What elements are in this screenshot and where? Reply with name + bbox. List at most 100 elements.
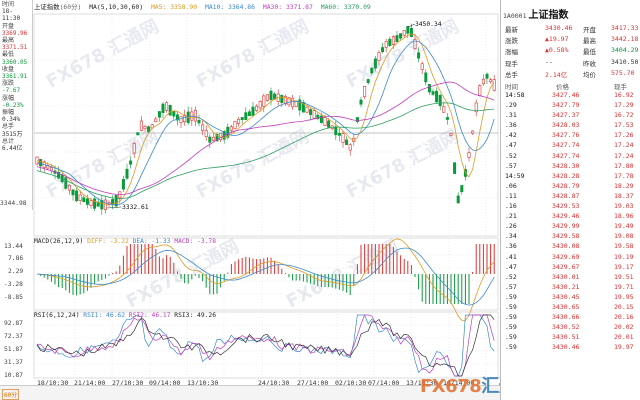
candle-body: [373, 58, 377, 69]
chart-canvas[interactable]: [0, 0, 500, 385]
tick-volume: 19.49: [614, 222, 634, 231]
tick-row: .59 3430.66 20.16: [501, 313, 640, 323]
ma-legend: 上证指数(60分) MA(5,10,30,60) MA5: 3358.90 MA…: [34, 2, 375, 14]
quote-label: 现手: [505, 59, 518, 68]
candle-body: [82, 197, 86, 203]
candle-body: [71, 189, 75, 196]
ma30-line: [36, 81, 495, 196]
tick-price: 3427.37: [552, 111, 580, 120]
tick-row: .59 3430.51 20.01: [501, 333, 640, 343]
macd-value: MACD: -3.78: [174, 238, 217, 245]
tick-row: .52 3430.01 19.51: [501, 273, 640, 283]
candle-body: [478, 85, 482, 96]
tick-row: .52 3427.74 17.24: [501, 152, 640, 162]
candle-body: [150, 124, 154, 129]
quote-label: 最新: [505, 26, 518, 34]
tick-volume: 20.02: [614, 323, 634, 332]
tick-volume: 18.37: [614, 191, 634, 200]
quote-row: 最新 3430.46 开盘 3417.33: [503, 24, 639, 34]
quote-value: ▲19.97: [545, 35, 569, 44]
tick-list[interactable]: 14:58 3427.46 16.92 .29 3427.79 17.29 .31 3427.…: [501, 91, 640, 353]
quote-value: 3410.50: [611, 57, 639, 66]
tick-time: .34: [505, 232, 517, 241]
candle-body: [57, 171, 61, 179]
candle-body: [244, 112, 248, 120]
date-label: 24/10:30: [258, 379, 290, 387]
candle-body: [39, 159, 43, 167]
candle-body: [445, 117, 449, 120]
tick-price: 3429.69: [552, 252, 580, 261]
macd-params: MACD(26,12,9): [34, 238, 84, 245]
candle-body: [114, 195, 118, 207]
date-label: 07/14:00: [368, 379, 400, 387]
candle-body: [93, 198, 97, 209]
tick-row: .41 3429.69 19.19: [501, 253, 640, 263]
tick-row: .34 3429.58 19.08: [501, 232, 640, 242]
tick-row: .31 3427.37 16.72: [501, 111, 640, 121]
tick-price: 3429.46: [552, 212, 580, 221]
ma-params: MA(5,10,30,60): [89, 3, 144, 11]
candle-body: [319, 115, 323, 123]
amplitude-value: 0.34%: [2, 116, 21, 124]
tick-row: .21 3429.46 18.96: [501, 212, 640, 222]
close-label: 收盘: [2, 65, 15, 73]
change-value: -7.67: [2, 87, 21, 95]
tick-time: .11: [505, 191, 517, 200]
macd-panel-frame: [33, 237, 499, 311]
tick-row: .59 3430.45 19.95: [501, 293, 640, 303]
period-button[interactable]: 60分: [2, 389, 20, 400]
tick-time: .31: [505, 111, 517, 120]
tick-row: .59 3430.52 20.02: [501, 323, 640, 333]
candle-body: [179, 116, 183, 123]
candle-body: [301, 102, 305, 113]
candle-body: [359, 99, 363, 105]
candle-body: [471, 130, 475, 134]
ma30-value: MA30: 3371.87: [262, 3, 313, 11]
tick-price: 3429.99: [552, 222, 580, 231]
col-volume-header: 现手: [614, 83, 627, 91]
logo-fx-text: FX678: [420, 376, 482, 397]
candle-body: [345, 139, 349, 145]
candle-body: [125, 168, 129, 179]
quote-value: 3417.33: [611, 24, 639, 32]
candle-body: [348, 144, 352, 151]
tick-time: .59: [505, 333, 517, 342]
candle-body: [154, 118, 158, 123]
candle-body: [172, 111, 176, 117]
ma5-value: MA5: 3358.90: [150, 3, 198, 11]
tick-price: 3427.76: [552, 131, 580, 140]
tick-volume: 16.72: [614, 111, 634, 120]
candle-body: [280, 94, 284, 103]
quote-value: 3404.29: [611, 46, 639, 55]
ma5-line: [36, 33, 495, 205]
tick-volume: 20.15: [614, 302, 634, 311]
tick-volume: 17.24: [614, 151, 634, 160]
high-annotation: 3450.34: [415, 21, 442, 28]
tick-row: .59 3430.65 20.15: [501, 303, 640, 313]
candle-body: [229, 126, 233, 131]
macd-legend: MACD(26,12,9) DIFF: -3.22 DEA: -1.33 MAC…: [34, 238, 216, 245]
low-marker: [106, 206, 122, 209]
amplitude-label: 振幅: [2, 109, 15, 117]
quote-title: 1A0001 上证指数: [503, 6, 568, 21]
candle-body: [316, 114, 320, 119]
candle-body: [305, 106, 309, 113]
rsi2-value: RSI2: 46.17: [128, 312, 171, 319]
tick-time: .16: [505, 202, 517, 211]
candle-body: [366, 79, 370, 84]
candle-body: [460, 185, 464, 193]
candle-body: [226, 126, 230, 138]
quote-label: 最低: [583, 48, 596, 57]
tick-time: .47: [505, 262, 517, 271]
quote-value: 2.14亿: [545, 70, 568, 79]
tick-row: .06 3428.79 18.29: [501, 182, 640, 192]
low-value: 3360.05: [2, 58, 28, 66]
candle-body: [240, 117, 244, 120]
high-label: 最高: [2, 37, 15, 45]
col-time-header: 时间: [505, 83, 518, 91]
quote-row: 涨幅 ▲0.58% 最低 3404.29: [503, 46, 639, 56]
tick-volume: 19.71: [614, 282, 634, 291]
quote-value: 575.70: [611, 68, 635, 77]
candle-body: [442, 106, 446, 113]
tick-time: 14:59: [505, 171, 525, 180]
